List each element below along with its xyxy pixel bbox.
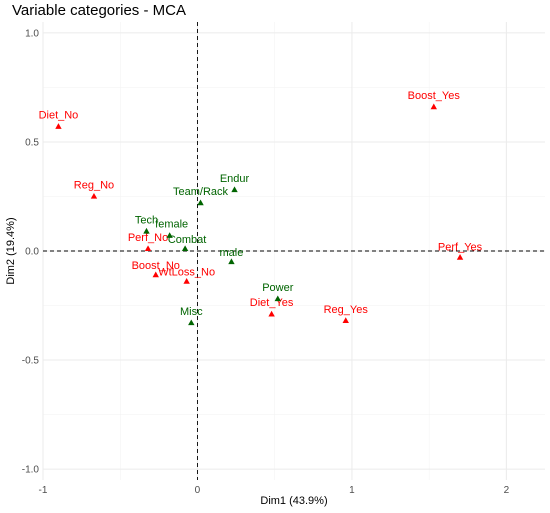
data-point-label: WtLoss_No bbox=[158, 267, 215, 279]
data-point-label: Boost_Yes bbox=[408, 90, 461, 102]
data-point-label: Misc bbox=[180, 306, 203, 318]
data-point-marker bbox=[166, 232, 173, 238]
data-point-marker bbox=[228, 258, 235, 265]
y-tick-label: -0.5 bbox=[22, 356, 40, 367]
data-point-label: Endur bbox=[220, 173, 250, 185]
data-point-marker bbox=[188, 319, 195, 326]
data-point-marker bbox=[143, 227, 150, 234]
data-point-marker bbox=[55, 123, 62, 129]
x-tick-label: 0 bbox=[195, 485, 201, 496]
data-point-label: Team/Rack bbox=[173, 186, 229, 198]
data-point-marker bbox=[231, 186, 238, 193]
x-axis-title: Dim1 (43.9%) bbox=[260, 495, 327, 507]
data-point-marker bbox=[342, 317, 349, 323]
data-point-marker bbox=[144, 245, 152, 252]
data-point-marker bbox=[456, 254, 464, 260]
data-point-label: male bbox=[220, 247, 244, 259]
y-tick-label: 0.0 bbox=[25, 247, 39, 258]
reference-lines bbox=[43, 22, 545, 480]
y-axis-title: Dim2 (19.4%) bbox=[5, 217, 17, 284]
data-point-marker bbox=[183, 278, 190, 284]
data-point-marker bbox=[268, 310, 275, 317]
data-point-label: Reg_Yes bbox=[324, 304, 369, 316]
data-point-marker bbox=[152, 271, 159, 278]
data-point-label: Boost_No bbox=[132, 260, 180, 272]
x-tick-label: 1 bbox=[349, 485, 355, 496]
data-point-marker bbox=[274, 295, 281, 302]
tick-labels: -1 0 1 2 -1.0 -0.5 0.0 0.5 1.0 bbox=[22, 28, 510, 496]
data-point-marker bbox=[430, 103, 437, 110]
data-point-label: Tech bbox=[135, 214, 158, 226]
data-point-label: Combat bbox=[168, 234, 207, 246]
chart-title: Variable categories - MCA bbox=[12, 2, 186, 19]
data-point-label: Diet_No bbox=[39, 110, 79, 122]
data-point-marker bbox=[90, 192, 98, 199]
data-point-label: Reg_No bbox=[74, 179, 114, 191]
data-point-label: female bbox=[155, 219, 188, 231]
data-point-label: Perf_No bbox=[128, 232, 168, 244]
data-point-label: Perf_Yes bbox=[438, 242, 483, 254]
x-tick-label: 2 bbox=[504, 485, 510, 496]
data-point-marker bbox=[181, 245, 189, 252]
y-tick-label: -1.0 bbox=[22, 465, 40, 476]
y-tick-label: 0.5 bbox=[25, 137, 39, 148]
x-tick-label: -1 bbox=[39, 485, 48, 496]
y-tick-label: 1.0 bbox=[25, 28, 39, 39]
data-point-label: Diet_Yes bbox=[250, 297, 294, 309]
data-point-label: Power bbox=[262, 282, 294, 294]
data-point-marker bbox=[197, 199, 204, 206]
